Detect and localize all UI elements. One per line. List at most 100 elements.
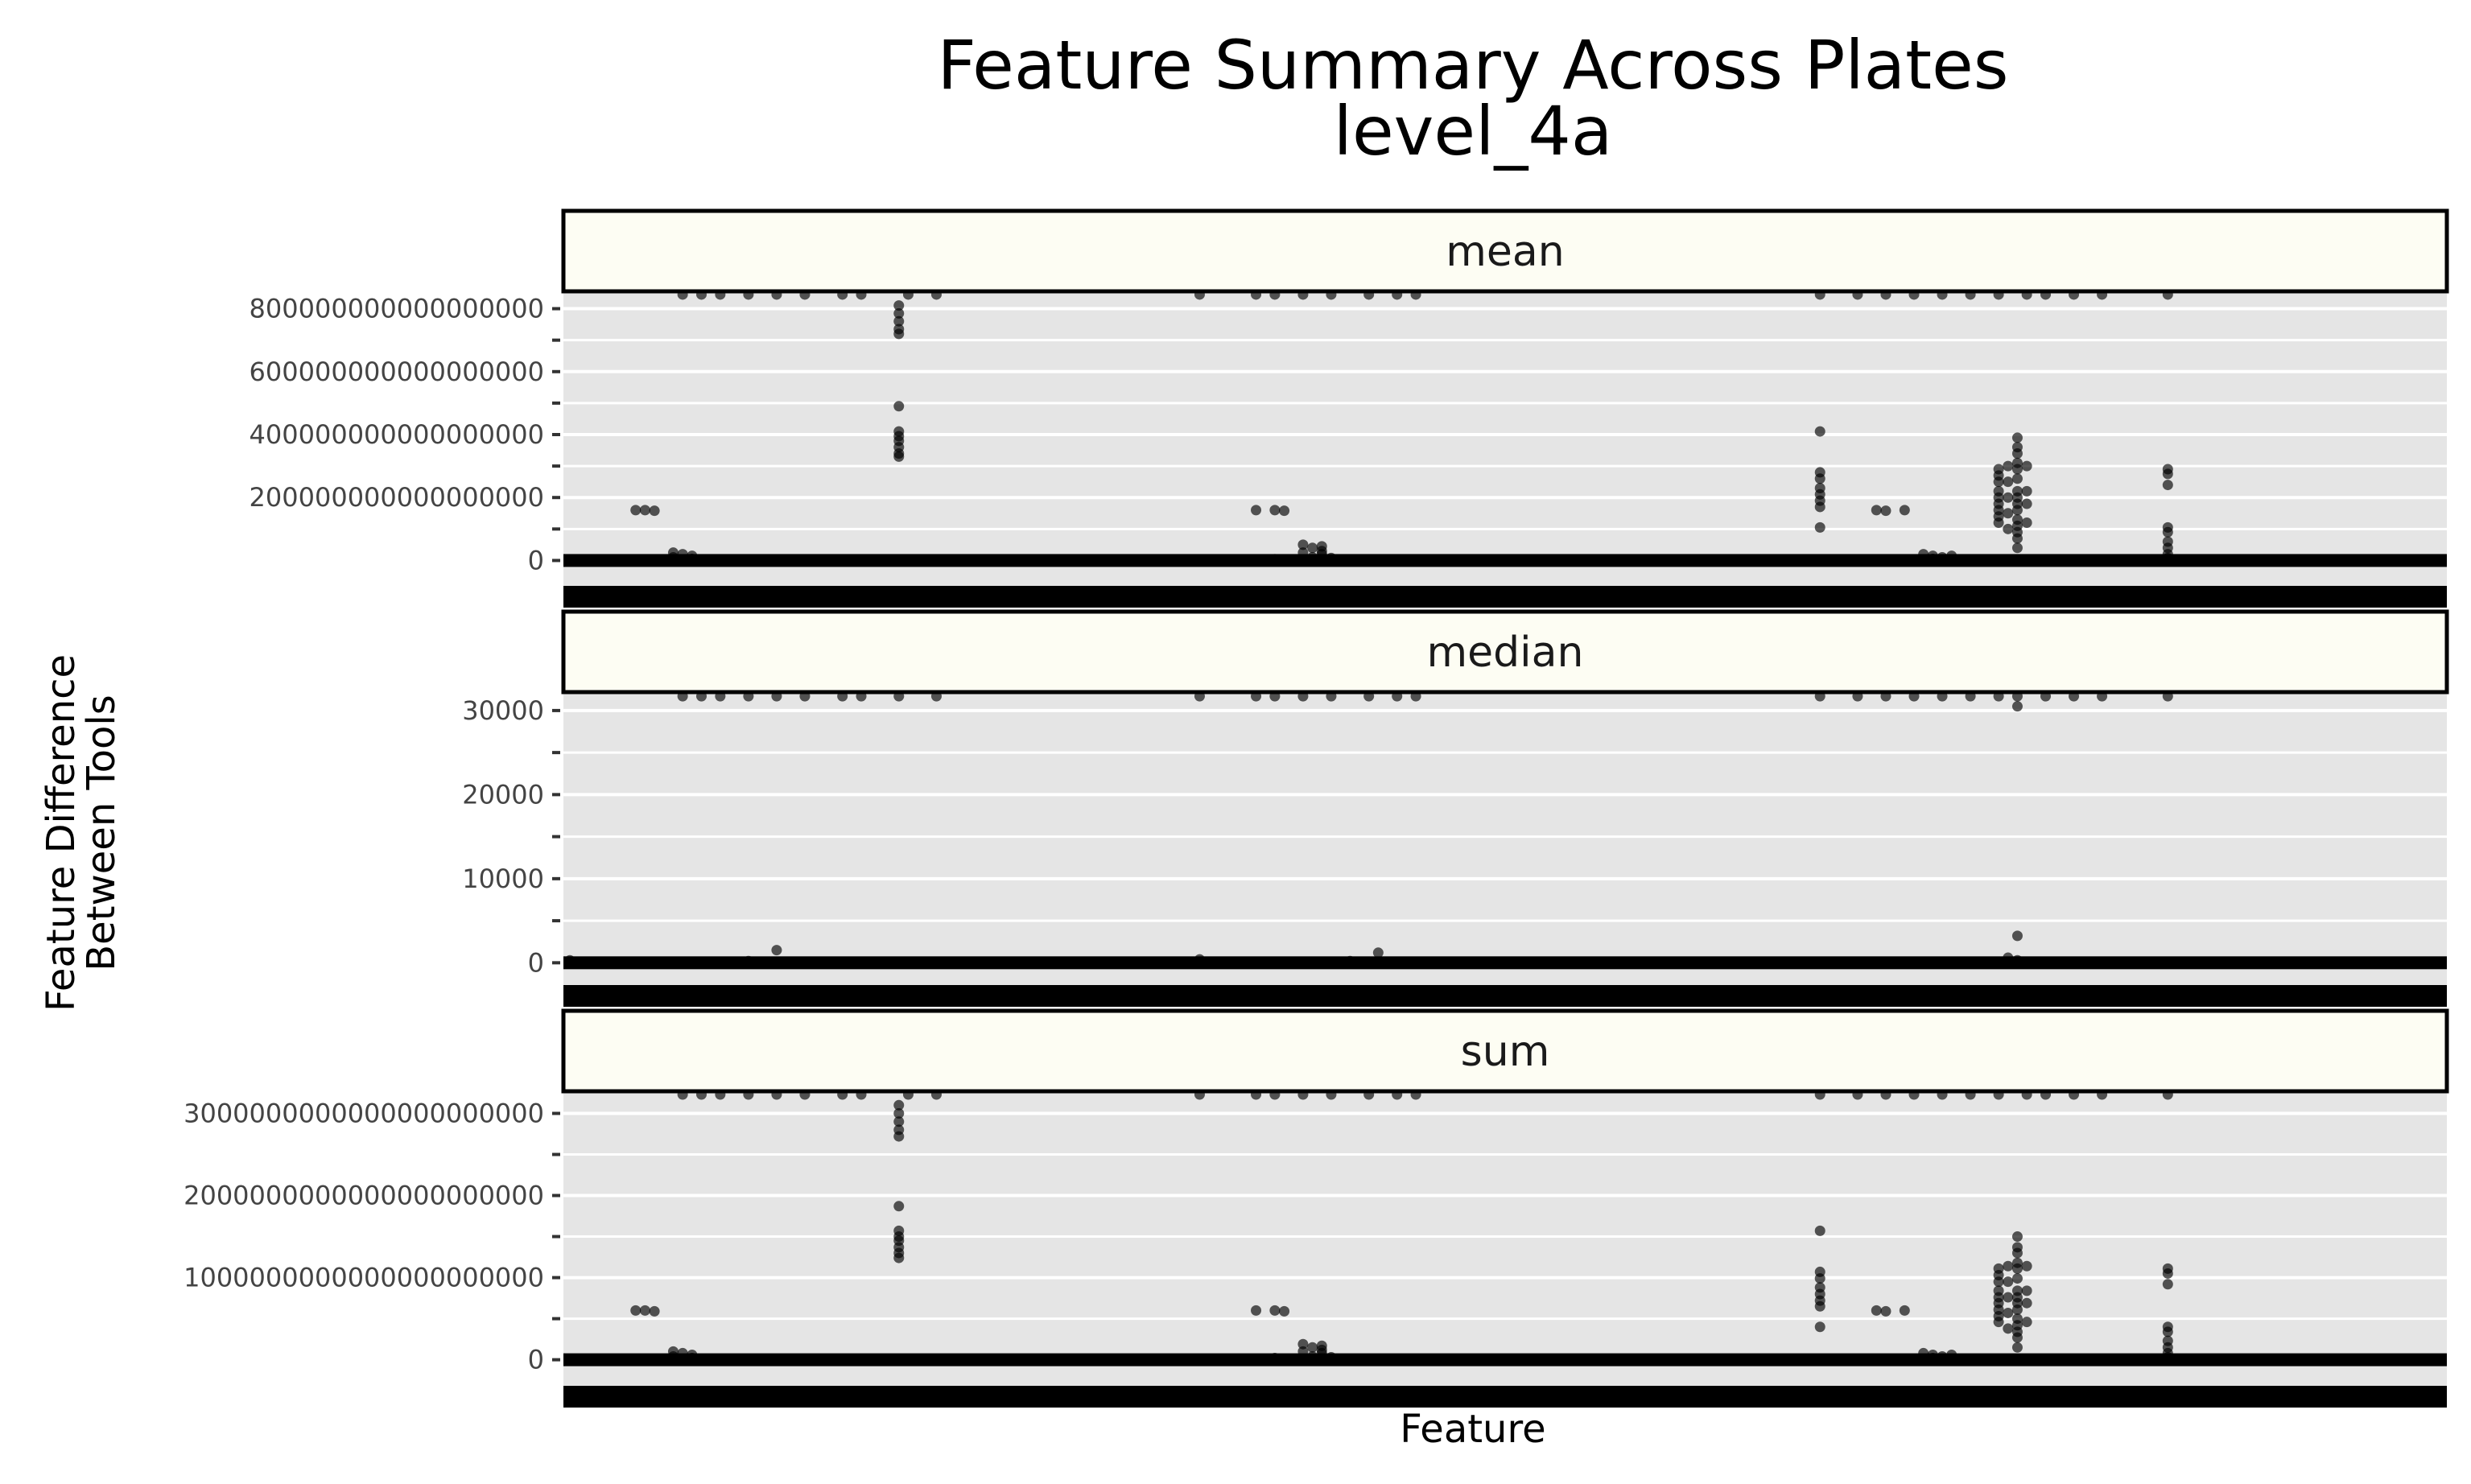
facet-strip-label: median xyxy=(1427,629,1584,677)
zero-value-band xyxy=(563,554,2447,567)
data-point xyxy=(743,955,754,967)
data-point xyxy=(2162,1352,2173,1363)
data-point xyxy=(1316,1347,1327,1358)
data-point xyxy=(2011,1342,2023,1353)
data-point xyxy=(1814,501,1825,513)
data-point xyxy=(893,451,905,462)
data-point xyxy=(2021,498,2032,509)
data-point xyxy=(1251,1305,1262,1316)
data-point xyxy=(1316,541,1327,552)
data-point xyxy=(677,1347,688,1358)
data-point xyxy=(667,552,679,563)
data-point xyxy=(2021,485,2032,497)
data-point xyxy=(564,954,575,966)
data-point xyxy=(2162,552,2173,563)
data-point xyxy=(1899,505,1910,516)
data-point xyxy=(1297,1346,1309,1357)
data-point xyxy=(2003,952,2014,963)
data-point xyxy=(630,1305,641,1316)
facet-strip xyxy=(561,1008,2449,1094)
data-point xyxy=(1946,1349,1957,1360)
data-point xyxy=(2162,1326,2173,1338)
data-point xyxy=(1269,1353,1281,1364)
y-axis-label-line1: Feature Difference xyxy=(39,654,84,1012)
data-point xyxy=(2011,1263,2023,1274)
facet-mean: 0 200000000000000000 400000000000000000 600… xyxy=(250,208,2449,608)
data-point xyxy=(2162,468,2173,480)
y-tick-label: 400000000000000000 xyxy=(250,419,544,450)
data-point xyxy=(1993,1317,2004,1328)
data-point xyxy=(893,1252,905,1263)
data-point xyxy=(2021,517,2032,529)
data-point xyxy=(771,945,782,956)
data-point xyxy=(2011,930,2023,942)
data-point xyxy=(2003,460,2014,472)
data-point xyxy=(2021,1260,2032,1272)
data-point xyxy=(1269,1305,1281,1316)
y-tick-label: 1000000000000000000000 xyxy=(184,1263,544,1293)
y-tick-label: 30000 xyxy=(462,695,544,726)
data-point xyxy=(1937,552,1948,563)
y-tick-label: 0 xyxy=(528,1345,544,1375)
data-point xyxy=(687,553,698,564)
facet-strip-label: mean xyxy=(1446,228,1564,276)
data-point xyxy=(2162,480,2173,491)
chart-subtitle: level_4a xyxy=(1334,92,1613,171)
data-point xyxy=(1814,1225,1825,1236)
data-point xyxy=(630,505,641,516)
data-point xyxy=(2162,1268,2173,1279)
data-point xyxy=(1279,1305,1290,1317)
data-point xyxy=(1260,1354,1271,1365)
data-point xyxy=(630,554,641,566)
panel-background xyxy=(563,692,2447,995)
data-point xyxy=(2021,1285,2032,1296)
data-point xyxy=(1326,1352,1337,1363)
data-point xyxy=(2162,526,2173,538)
y-tick-label: 3000000000000000000000 xyxy=(184,1099,544,1129)
data-point xyxy=(2003,1292,2014,1303)
data-point xyxy=(1918,549,1929,560)
data-point xyxy=(2003,476,2014,488)
data-point xyxy=(1993,517,2004,529)
data-point xyxy=(2011,1332,2023,1343)
data-point xyxy=(1297,547,1309,559)
data-point xyxy=(2021,460,2032,472)
data-point xyxy=(893,1116,905,1127)
data-point xyxy=(2011,1231,2023,1243)
data-point xyxy=(2003,1276,2014,1288)
data-point xyxy=(2011,1273,2023,1284)
zero-value-band xyxy=(563,956,2447,970)
data-point xyxy=(677,549,688,560)
y-axis-label-line2: Between Tools xyxy=(79,695,124,971)
panel-background xyxy=(563,1091,2447,1395)
data-point xyxy=(2011,533,2023,544)
data-point xyxy=(1946,550,1957,562)
data-point xyxy=(2021,1317,2032,1328)
data-point xyxy=(2003,1307,2014,1318)
data-point xyxy=(1993,1276,2004,1288)
data-point xyxy=(1326,552,1337,563)
data-point xyxy=(1307,1351,1318,1362)
x-axis-tick-band xyxy=(563,586,2447,596)
data-point xyxy=(649,1305,660,1317)
x-axis-line-band xyxy=(563,994,2447,1007)
data-point xyxy=(1316,549,1327,560)
y-tick-label: 20000 xyxy=(462,779,544,810)
data-point xyxy=(2011,505,2023,516)
data-point xyxy=(893,1099,905,1111)
data-point xyxy=(1269,505,1281,516)
data-point xyxy=(1251,505,1262,516)
data-point xyxy=(2021,1297,2032,1309)
data-point xyxy=(1279,505,1290,517)
data-point xyxy=(1814,1301,1825,1312)
data-point xyxy=(2162,1279,2173,1290)
data-point xyxy=(1372,947,1384,958)
facet-sum: 0 1000000000000000000000 20000000000000000… xyxy=(184,1008,2449,1408)
data-point xyxy=(649,505,660,517)
y-tick-label: 200000000000000000 xyxy=(250,482,544,513)
y-axis-label: Feature Difference Between Tools xyxy=(39,654,124,1012)
x-axis-line-band xyxy=(563,595,2447,608)
x-axis-label: Feature xyxy=(1400,1407,1545,1452)
data-point xyxy=(1993,476,2004,488)
data-point xyxy=(1871,1305,1882,1316)
